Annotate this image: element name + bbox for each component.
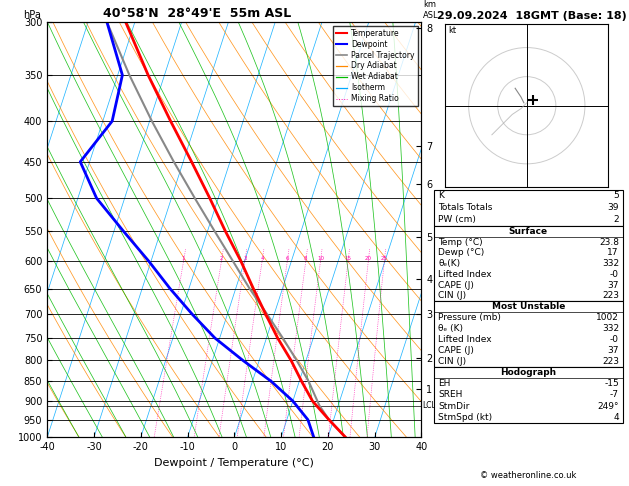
Text: Pressure (mb): Pressure (mb)	[438, 313, 501, 322]
Text: 1002: 1002	[596, 313, 619, 322]
Text: θₑ (K): θₑ (K)	[438, 324, 464, 333]
Text: SREH: SREH	[438, 390, 463, 399]
Text: Totals Totals: Totals Totals	[438, 203, 493, 212]
Text: 3: 3	[243, 256, 247, 261]
Text: 5: 5	[613, 191, 619, 200]
Text: 4: 4	[613, 413, 619, 422]
Text: StmDir: StmDir	[438, 401, 470, 411]
Text: CIN (J): CIN (J)	[438, 357, 467, 366]
X-axis label: Dewpoint / Temperature (°C): Dewpoint / Temperature (°C)	[154, 458, 314, 468]
Text: Most Unstable: Most Unstable	[492, 302, 565, 312]
Text: hPa: hPa	[23, 10, 41, 20]
Text: 29.09.2024  18GMT (Base: 18): 29.09.2024 18GMT (Base: 18)	[437, 11, 626, 21]
Text: 223: 223	[602, 357, 619, 366]
Text: 1: 1	[182, 256, 186, 261]
Text: LCL: LCL	[423, 401, 437, 410]
Text: 223: 223	[602, 292, 619, 300]
Text: 37: 37	[608, 346, 619, 355]
Text: 2: 2	[613, 215, 619, 225]
Text: 332: 332	[602, 259, 619, 268]
Text: CIN (J): CIN (J)	[438, 292, 467, 300]
Text: 8: 8	[304, 256, 308, 261]
Text: Hodograph: Hodograph	[500, 368, 557, 377]
Text: Lifted Index: Lifted Index	[438, 270, 492, 279]
Text: EH: EH	[438, 379, 451, 388]
Text: -0: -0	[610, 270, 619, 279]
Text: 2: 2	[220, 256, 223, 261]
Text: -0: -0	[610, 335, 619, 344]
Text: 10: 10	[317, 256, 324, 261]
Text: 39: 39	[608, 203, 619, 212]
Text: θₑ(K): θₑ(K)	[438, 259, 460, 268]
Text: CAPE (J): CAPE (J)	[438, 281, 474, 290]
Text: kt: kt	[448, 26, 457, 35]
Text: 25: 25	[381, 256, 388, 261]
Text: 37: 37	[608, 281, 619, 290]
Text: 4: 4	[260, 256, 264, 261]
Text: 20: 20	[365, 256, 372, 261]
Text: Temp (°C): Temp (°C)	[438, 238, 483, 246]
Text: PW (cm): PW (cm)	[438, 215, 476, 225]
Text: 6: 6	[286, 256, 289, 261]
Text: km
ASL: km ASL	[423, 0, 439, 20]
Text: -7: -7	[610, 390, 619, 399]
Text: Dewp (°C): Dewp (°C)	[438, 248, 485, 258]
Text: StmSpd (kt): StmSpd (kt)	[438, 413, 493, 422]
Text: Lifted Index: Lifted Index	[438, 335, 492, 344]
Text: K: K	[438, 191, 444, 200]
Text: 40°58'N  28°49'E  55m ASL: 40°58'N 28°49'E 55m ASL	[103, 7, 292, 20]
Text: 23.8: 23.8	[599, 238, 619, 246]
Text: Surface: Surface	[509, 227, 548, 236]
Text: 249°: 249°	[598, 401, 619, 411]
Text: © weatheronline.co.uk: © weatheronline.co.uk	[480, 471, 577, 480]
Text: 15: 15	[345, 256, 352, 261]
Text: CAPE (J): CAPE (J)	[438, 346, 474, 355]
Text: -15: -15	[604, 379, 619, 388]
Text: 17: 17	[608, 248, 619, 258]
Text: Mixing Ratio (g/kg): Mixing Ratio (g/kg)	[448, 220, 458, 306]
Text: 332: 332	[602, 324, 619, 333]
Legend: Temperature, Dewpoint, Parcel Trajectory, Dry Adiabat, Wet Adiabat, Isotherm, Mi: Temperature, Dewpoint, Parcel Trajectory…	[333, 26, 418, 106]
